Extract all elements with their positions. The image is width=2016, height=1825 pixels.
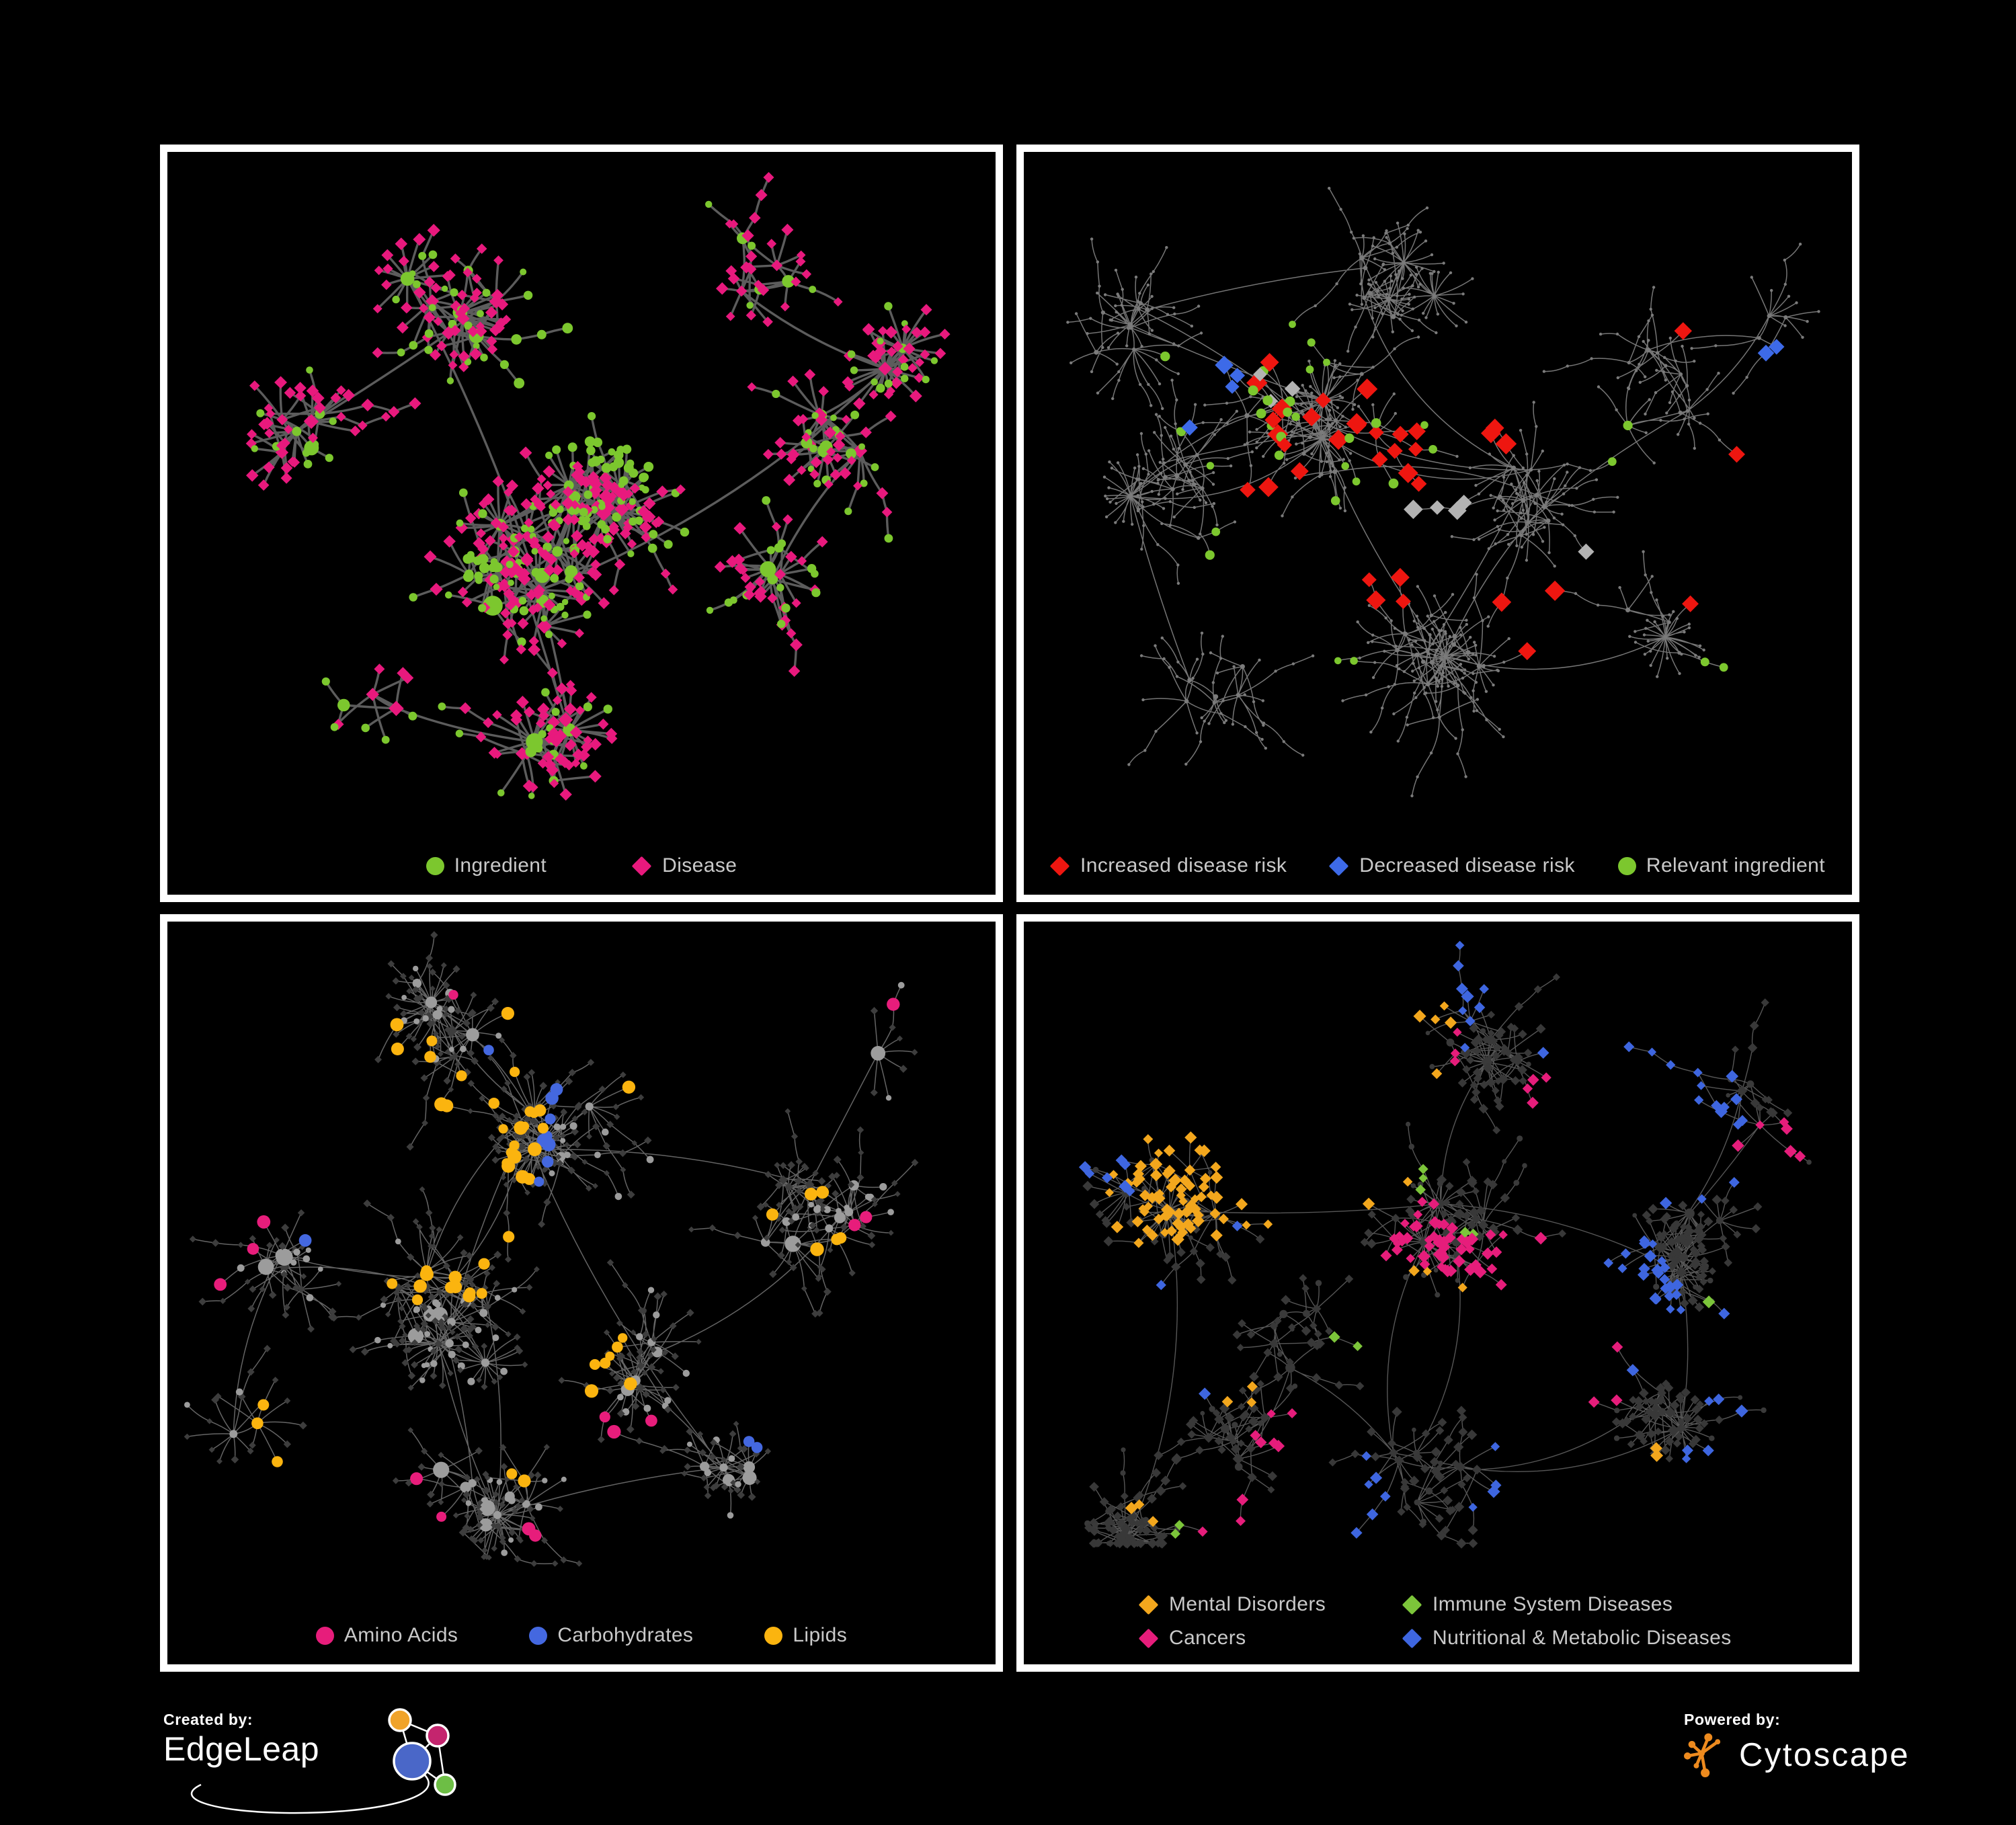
increased-risk-diamond-icon xyxy=(1050,856,1070,876)
legend-label-cancers: Cancers xyxy=(1169,1627,1246,1650)
cytoscape-branding: Powered by: xyxy=(1684,1711,1910,1777)
cytoscape-wordmark: Cytoscape xyxy=(1739,1736,1910,1774)
legend-item-nutritional-metabolic-diseases: Nutritional & Metabolic Diseases xyxy=(1403,1627,1732,1650)
network-canvas-disease-risk xyxy=(1024,152,1852,895)
lipids-circle-icon xyxy=(764,1627,782,1645)
legend-item-decreased-risk: Decreased disease risk xyxy=(1330,854,1575,877)
legend-label-immune-system-diseases: Immune System Diseases xyxy=(1433,1593,1672,1616)
network-canvas-ingredient-groups xyxy=(167,922,996,1664)
legend-item-increased-risk: Increased disease risk xyxy=(1051,854,1287,877)
legend-label-increased-risk: Increased disease risk xyxy=(1080,854,1287,877)
ingredient-circle-icon xyxy=(426,857,444,875)
powered-by-label: Powered by: xyxy=(1684,1711,1910,1729)
panel-disease-risk-network: Increased disease risk Decreased disease… xyxy=(1016,145,1859,902)
carbohydrates-circle-icon xyxy=(529,1627,547,1645)
legend-item-relevant-ingredient: Relevant ingredient xyxy=(1618,854,1825,877)
nutritional-metabolic-diseases-diamond-icon xyxy=(1402,1628,1422,1648)
legend-label-lipids: Lipids xyxy=(793,1624,847,1647)
cytoscape-brand-row: Cytoscape xyxy=(1684,1733,1910,1777)
legend-item-mental-disorders: Mental Disorders xyxy=(1139,1593,1403,1616)
immune-system-diseases-diamond-icon xyxy=(1402,1594,1422,1615)
edgeleap-wordmark: EdgeLeap xyxy=(163,1730,319,1769)
legend-label-relevant-ingredient: Relevant ingredient xyxy=(1646,854,1825,877)
legend-disease-groups: Mental Disorders Immune System Diseases … xyxy=(1024,1593,1852,1650)
legend-item-amino-acids: Amino Acids xyxy=(316,1624,458,1647)
legend-item-disease: Disease xyxy=(633,854,737,877)
decreased-risk-diamond-icon xyxy=(1329,856,1349,876)
amino-acids-circle-icon xyxy=(316,1627,334,1645)
legend-item-immune-system-diseases: Immune System Diseases xyxy=(1403,1593,1732,1616)
mental-disorders-diamond-icon xyxy=(1139,1594,1159,1615)
legend-item-carbohydrates: Carbohydrates xyxy=(529,1624,693,1647)
network-canvas-ingredient-disease xyxy=(167,152,996,895)
legend-label-mental-disorders: Mental Disorders xyxy=(1169,1593,1326,1616)
panel-ingredient-groups-network: Amino Acids Carbohydrates Lipids xyxy=(160,914,1003,1672)
legend-ingredient-disease: Ingredient Disease xyxy=(167,854,996,877)
legend-label-ingredient: Ingredient xyxy=(454,854,547,877)
legend-label-nutritional-metabolic-diseases: Nutritional & Metabolic Diseases xyxy=(1433,1627,1732,1650)
relevant-ingredient-circle-icon xyxy=(1618,857,1636,875)
panel-disease-groups-network: Mental Disorders Immune System Diseases … xyxy=(1016,914,1859,1672)
cytoscape-logo-icon xyxy=(1684,1733,1728,1777)
legend-label-decreased-risk: Decreased disease risk xyxy=(1359,854,1575,877)
panel-ingredient-disease-network: Ingredient Disease xyxy=(160,145,1003,902)
legend-label-carbohydrates: Carbohydrates xyxy=(557,1624,693,1647)
legend-item-cancers: Cancers xyxy=(1139,1627,1403,1650)
legend-item-lipids: Lipids xyxy=(764,1624,847,1647)
legend-label-disease: Disease xyxy=(662,854,737,877)
disease-diamond-icon xyxy=(632,856,652,876)
legend-label-amino-acids: Amino Acids xyxy=(344,1624,458,1647)
legend-disease-risk: Increased disease risk Decreased disease… xyxy=(1024,854,1852,877)
legend-ingredient-groups: Amino Acids Carbohydrates Lipids xyxy=(167,1624,996,1647)
edgeleap-branding: Created by: EdgeLeap xyxy=(163,1711,526,1825)
cancers-diamond-icon xyxy=(1139,1628,1159,1648)
network-canvas-disease-groups xyxy=(1024,922,1852,1664)
legend-item-ingredient: Ingredient xyxy=(426,854,547,877)
